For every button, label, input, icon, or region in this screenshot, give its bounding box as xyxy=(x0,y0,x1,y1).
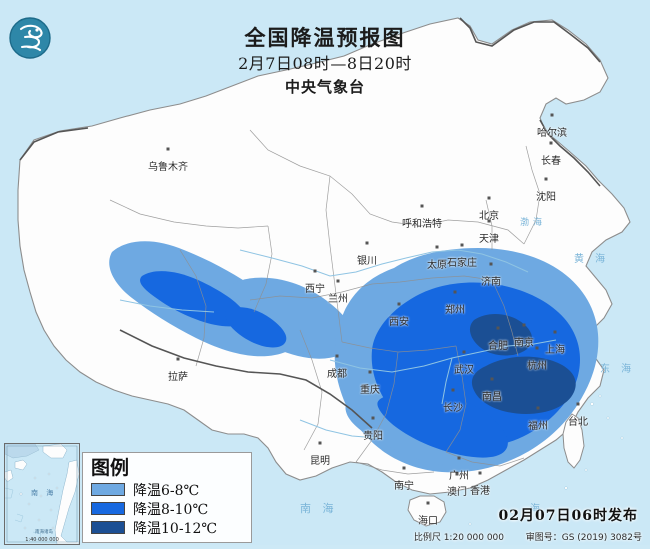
city-marker xyxy=(535,346,539,350)
national-border xyxy=(19,17,601,429)
city-marker xyxy=(336,279,340,283)
city-marker xyxy=(426,501,430,505)
city-marker xyxy=(550,113,554,117)
legend-swatch-10-12 xyxy=(91,521,125,534)
taiwan-island xyxy=(562,413,585,469)
inset-sea-label: 南 海 xyxy=(31,489,57,497)
city-marker xyxy=(553,330,557,334)
city-marker xyxy=(544,177,548,181)
map-scale: 比例尺 1:20 000 000 xyxy=(413,533,504,543)
city-marker xyxy=(402,466,406,470)
legend-label-10-12: 降温10-12℃ xyxy=(133,520,218,537)
footer-meta: 比例尺 1:20 000 000 审图号：GS (2019) 3082号 xyxy=(414,530,642,543)
city-marker xyxy=(576,402,580,406)
legend-label-6-8: 降温6-8℃ xyxy=(133,482,200,499)
city-marker xyxy=(435,245,439,249)
city-marker xyxy=(335,354,339,358)
legend-title: 图例 xyxy=(91,457,130,479)
rivers xyxy=(119,249,557,439)
hainan-island xyxy=(407,495,447,527)
sea-islets xyxy=(468,394,624,526)
city-marker xyxy=(453,290,457,294)
legend-item-10-12: 降温10-12℃ xyxy=(91,519,245,537)
city-marker xyxy=(489,262,493,266)
city-marker xyxy=(460,243,464,247)
city-marker xyxy=(496,326,500,330)
city-marker xyxy=(457,456,461,460)
city-marker xyxy=(365,241,369,245)
city-marker xyxy=(420,204,424,208)
city-marker xyxy=(318,441,322,445)
city-marker xyxy=(536,406,540,410)
cooling-zone-8-10-west-core-a xyxy=(140,271,246,327)
cma-logo xyxy=(9,17,51,59)
cooling-zone-8-10-south-lobe xyxy=(377,389,508,458)
city-marker xyxy=(522,323,526,327)
city-marker xyxy=(451,388,455,392)
inset-scale: 1:40 000 000 xyxy=(25,537,59,543)
province-borders xyxy=(109,129,541,475)
city-marker xyxy=(549,141,553,145)
cooling-zone-8-10-west-core-b xyxy=(225,307,287,348)
city-marker xyxy=(478,471,482,475)
legend-swatch-6-8 xyxy=(91,483,125,496)
city-marker xyxy=(397,302,401,306)
legend-swatch-8-10 xyxy=(91,502,125,515)
city-marker xyxy=(368,370,372,374)
city-marker xyxy=(487,219,491,223)
legend-label-8-10: 降温8-10℃ xyxy=(133,501,209,518)
cooling-zone-10-12-nanchang xyxy=(471,356,576,414)
city-marker xyxy=(371,416,375,420)
city-marker xyxy=(313,269,317,273)
legend: 图例 降温6-8℃ 降温8-10℃ 降温10-12℃ xyxy=(82,452,252,543)
city-marker xyxy=(176,357,180,361)
city-marker xyxy=(455,472,459,476)
south-china-sea-inset: 南 海 南海诸岛 1:40 000 000 xyxy=(4,443,80,545)
city-marker xyxy=(462,350,466,354)
bottom-bar xyxy=(0,545,650,549)
city-marker xyxy=(490,377,494,381)
legend-item-6-8: 降温6-8℃ xyxy=(91,481,245,499)
legend-item-8-10: 降温8-10℃ xyxy=(91,500,245,518)
city-marker xyxy=(166,147,170,151)
map-approval-number: 审图号：GS (2019) 3082号 xyxy=(525,533,642,543)
inset-graphic xyxy=(5,444,79,544)
issue-time: 02月07日06时发布 xyxy=(498,508,638,524)
city-marker xyxy=(487,196,491,200)
inset-note: 南海诸岛 xyxy=(35,530,53,535)
